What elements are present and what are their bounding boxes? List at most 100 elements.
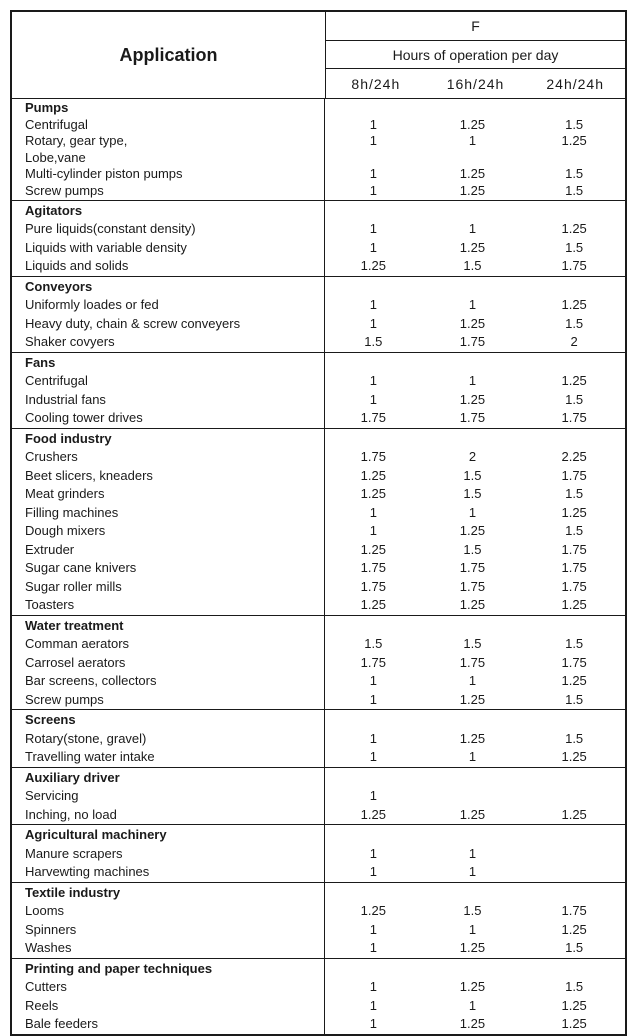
group-title-spacer [325, 960, 625, 979]
factor-16h: 1 [468, 673, 477, 689]
group-labels: Pumps Centrifugal Rotary, gear type, Lobe,v… [12, 99, 325, 200]
row-values [325, 150, 625, 167]
row-label: Centrifugal [25, 116, 88, 132]
factor-16h: 1.5 [463, 486, 482, 502]
factor-8h: 1.25 [360, 258, 386, 274]
factor-24h: 1.25 [561, 504, 587, 520]
factor-16h [422, 787, 524, 806]
row-values: 1.25 1.25 1.25 [325, 596, 625, 615]
group-title-spacer [325, 354, 625, 373]
row-values: 1 1 1.25 [325, 220, 625, 239]
factor-8h: 1 [369, 221, 377, 237]
factor-8h: 1 [369, 997, 377, 1013]
group-title: Food industry [25, 430, 112, 446]
group-title: Water treatment [25, 617, 124, 633]
factor-16h: 1 [468, 921, 477, 937]
row-values: 1 1.25 1.5 [325, 522, 625, 541]
factor-16h: 1.25 [459, 166, 486, 182]
group-title-spacer [325, 826, 625, 845]
row-label: Liquids and solids [25, 258, 129, 274]
factor-24h: 1.25 [561, 921, 587, 937]
row-label: Washes [25, 940, 72, 956]
group-values: 1 1 1.25 1 1.25 1.5 1.5 1.75 2 [325, 277, 625, 352]
factor-16h: 1.5 [463, 258, 482, 274]
row-values: 1.75 2 2.25 [325, 448, 625, 467]
group-labels: Screens Rotary(stone, gravel) Travelling w… [12, 710, 325, 767]
factor-16h: 1.25 [459, 182, 486, 198]
group-title: Agricultural machinery [25, 827, 167, 843]
table-group: Printing and paper techniques Cutters Reel… [12, 958, 625, 1034]
factor-8h: 1 [369, 1016, 377, 1032]
row-label: Beet slicers, kneaders [25, 467, 153, 483]
factor-8h: 1.75 [360, 578, 386, 594]
table-group: Auxiliary driver Servicing Inching, no loa… [12, 767, 625, 826]
factor-8h: 1 [369, 864, 377, 880]
row-label: Extruder [25, 541, 75, 557]
factor-24h: 1.75 [561, 258, 587, 274]
row-label: Comman aerators [25, 636, 130, 652]
factor-16h: 1.25 [459, 806, 486, 822]
factor-16h: 1.25 [459, 691, 486, 707]
row-label: Bale feeders [25, 1016, 98, 1032]
factor-24h: 1.5 [565, 486, 584, 502]
factor-24h: 1.25 [561, 673, 587, 689]
group-labels: Agitators Pure liquids(constant density) L… [12, 200, 325, 276]
row-values: 1.75 1.75 1.75 [325, 578, 625, 597]
group-title-spacer [325, 617, 625, 636]
application-header: Application [12, 12, 326, 98]
row-values: 1 1 1.25 [325, 748, 625, 767]
factor-24h: 1.5 [565, 940, 584, 956]
row-values: 1 1 1.25 [325, 921, 625, 940]
row-label: Harvewting machines [25, 864, 150, 880]
factor-24h: 1.75 [561, 560, 587, 576]
row-label: Reels [25, 997, 59, 1013]
column-24h: 24h/24h [546, 75, 604, 92]
factor-8h: 1 [369, 182, 377, 198]
factor-24h: 1.75 [561, 903, 587, 919]
factor-24h: 1.25 [561, 297, 587, 313]
factor-16h: 1.25 [459, 239, 486, 255]
group-values: 1.5 1.5 1.5 1.75 1.75 1.75 1 1 1.25 1 1.25 1.5 [325, 616, 625, 710]
table-group: Agitators Pure liquids(constant density) L… [12, 200, 625, 277]
row-values: 1 1.25 1.5 [325, 315, 625, 334]
factor-8h: 1 [369, 921, 377, 937]
factor-16h: 1.5 [463, 903, 482, 919]
factor-16h: 2 [468, 449, 477, 465]
group-labels: Auxiliary driver Servicing Inching, no loa… [12, 767, 325, 825]
row-values: 1 1 1.25 [325, 372, 625, 391]
factor-header: F [326, 12, 625, 41]
table-group: Textile industry Looms Spinners Washes 1.25 1… [12, 882, 625, 959]
factor-24h: 1.5 [565, 315, 584, 331]
factor-8h: 1.5 [364, 636, 383, 652]
table-group: Water treatment Comman aerators Carrosel a… [12, 615, 625, 711]
row-values: 1.25 1.5 1.75 [325, 541, 625, 560]
group-title-spacer [325, 278, 625, 297]
group-values: 1.75 2 2.25 1.25 1.5 1.75 1.25 1.5 1.5 1 1 1.25 1 1.2… [325, 429, 625, 615]
row-label: Sugar roller mills [25, 578, 122, 594]
group-values: 1 1 1.25 1 1.25 1.5 1.25 1.5 1.75 [325, 201, 625, 276]
group-values: 1 1.25 1.5 1 1 1.25 [325, 710, 625, 767]
factor-8h: 1.75 [360, 560, 386, 576]
row-values: 1 1 1.25 [325, 997, 625, 1016]
table-group: Agricultural machinery Manure scrapers Har… [12, 825, 625, 883]
factor-24h: 1.5 [565, 636, 584, 652]
factor-24h: 1.25 [561, 997, 587, 1013]
factor-24h: 1.25 [561, 597, 587, 613]
factor-8h: 1 [369, 315, 377, 331]
row-values: 1.75 1.75 1.75 [325, 559, 625, 578]
row-label: Manure scrapers [25, 845, 123, 861]
factor-24h: 1.5 [565, 979, 584, 995]
factor-8h: 1 [369, 788, 377, 804]
factor-16h: 1.25 [459, 730, 486, 746]
row-label: Travelling water intake [25, 749, 155, 765]
row-label: Cutters [25, 979, 67, 995]
group-title: Conveyors [25, 278, 93, 294]
group-labels: Printing and paper techniques Cutters Reel… [12, 958, 325, 1034]
factor-8h: 1 [369, 979, 377, 995]
factor-8h: 1.5 [364, 334, 383, 350]
factor-16h: 1.25 [459, 940, 486, 956]
row-values: 1 1.25 1.5 [325, 939, 625, 958]
group-title-spacer [325, 430, 625, 449]
